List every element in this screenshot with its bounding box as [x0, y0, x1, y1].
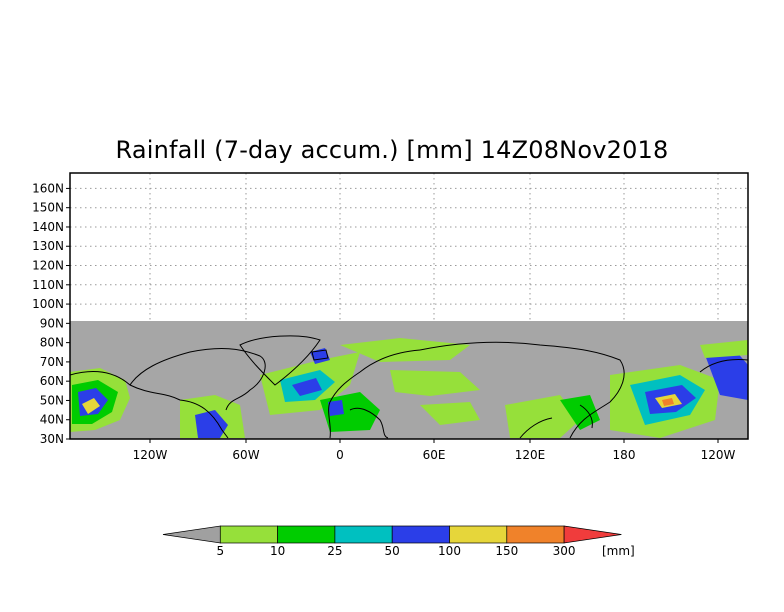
colorbar-segment [334, 525, 393, 544]
coast-north-america [70, 348, 266, 439]
lat-label: 40N [40, 413, 64, 427]
lat-label: 30N [40, 432, 64, 446]
lat-label: 90N [40, 316, 64, 330]
rain-area-arctic [340, 338, 470, 362]
latitude-labels: 160N 150N 140N 130N 120N 110N 100N 90N 80N 70N 60N… [32, 181, 70, 446]
colorbar-segment [391, 525, 450, 544]
rain-area-east-asia [505, 395, 580, 438]
map-frame [69, 172, 749, 440]
coast-iceland [311, 349, 329, 361]
rain-area-west-canada [705, 350, 748, 400]
coast-greenland [239, 335, 321, 386]
rain-area-europe-core [328, 400, 344, 416]
colorbar-unit: [mm] [602, 544, 635, 558]
lon-label: 60W [232, 448, 259, 462]
lon-label: 120E [515, 448, 546, 462]
lat-label: 150N [32, 201, 64, 215]
colorbar-level-label: 25 [327, 544, 342, 558]
lon-label: 120W [133, 448, 168, 462]
rain-area-central-asia [420, 402, 480, 425]
colorbar-segment [449, 525, 508, 544]
coast-japan [579, 404, 593, 429]
lat-label: 140N [32, 220, 64, 234]
rain-areas [70, 338, 748, 438]
lon-label: 60E [423, 448, 446, 462]
longitude-labels: 120W 60W 0 60E 120E 180 120W [133, 439, 736, 462]
rain-area-east-usa-heavy [195, 410, 228, 438]
lat-label: 70N [40, 355, 64, 369]
colorbar-level-label: 100 [438, 544, 461, 558]
lon-label: 180 [613, 448, 636, 462]
coast-asia [419, 341, 625, 439]
rain-area-japan [560, 395, 600, 430]
colorbar: 5 10 25 50 100 150 300 [mm] [162, 525, 635, 558]
coast-europe [328, 349, 421, 439]
coast-alaska [699, 359, 748, 373]
colorbar-segment [277, 525, 336, 544]
colorbar-level-label: 300 [553, 544, 576, 558]
colorbar-level-label: 10 [270, 544, 285, 558]
rain-area-atlantic-core [292, 378, 322, 396]
rain-area-pacific-east-peak [662, 398, 674, 406]
colorbar-segment [506, 525, 565, 544]
lat-label: 100N [32, 297, 64, 311]
rain-area-west-canada-light [700, 340, 748, 358]
lat-label: 160N [32, 181, 64, 195]
colorbar-level-label: 150 [495, 544, 518, 558]
colorbar-high-arrow [563, 525, 622, 544]
coastlines [70, 335, 748, 439]
map-title: Rainfall (7-day accum.) [mm] 14Z08Nov201… [115, 136, 669, 164]
lat-label: 120N [32, 259, 64, 273]
rain-area-siberia [390, 370, 480, 396]
colorbar-low-arrow [162, 525, 221, 544]
lat-label: 110N [32, 278, 64, 292]
rainfall-field [70, 321, 748, 439]
lat-label: 130N [32, 239, 64, 253]
lat-label: 60N [40, 374, 64, 388]
rain-area-pacific-west-max [82, 398, 100, 414]
colorbar-segment [219, 525, 278, 544]
lon-label: 120W [701, 448, 736, 462]
lon-label: 0 [336, 448, 344, 462]
lat-label: 50N [40, 393, 64, 407]
colorbar-level-label: 5 [216, 544, 224, 558]
colorbar-level-label: 50 [385, 544, 400, 558]
lat-label: 80N [40, 336, 64, 350]
